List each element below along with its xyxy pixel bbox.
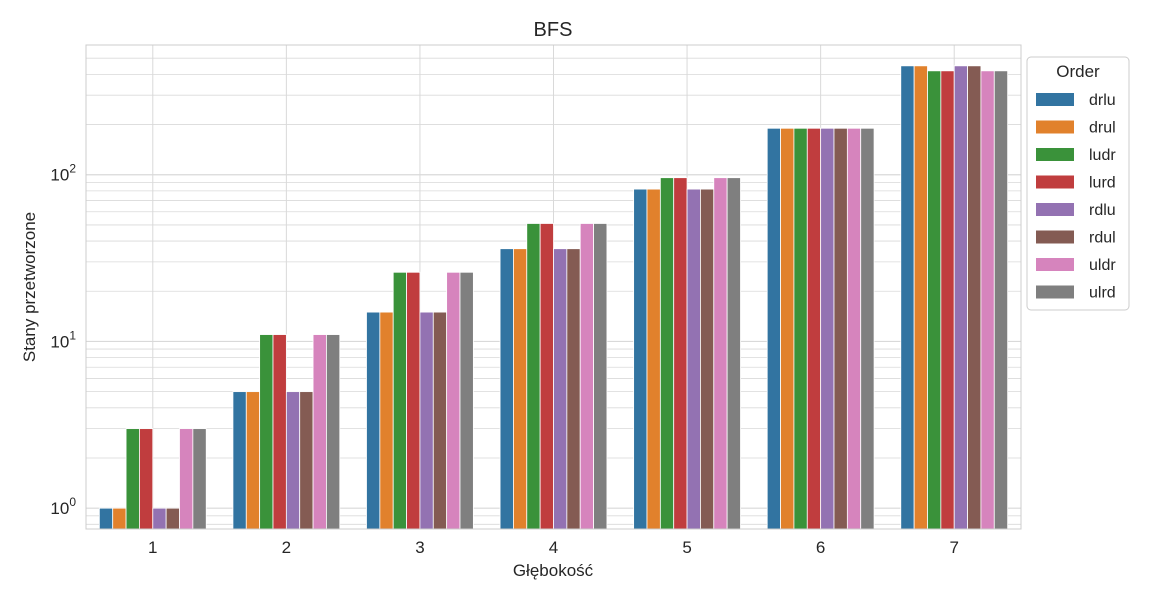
legend-label-rdlu: rdlu xyxy=(1089,202,1116,219)
bar-ulrd-7 xyxy=(993,70,1009,530)
bar-drul-2 xyxy=(245,391,261,530)
bar-drul-5 xyxy=(646,188,661,530)
legend: Order drlu drul ludr lurd rdlu rdul uldr ulrd xyxy=(1026,56,1130,311)
legend-swatch-rdul xyxy=(1036,230,1074,244)
x-tick-label: 4 xyxy=(549,538,558,557)
bar-rdul-3 xyxy=(432,311,448,530)
x-tick-label: 2 xyxy=(282,538,291,557)
bar-ludr-2 xyxy=(259,334,274,530)
legend-swatch-drul xyxy=(1036,120,1074,134)
bar-lurd-6 xyxy=(806,127,822,530)
x-tick-label: 1 xyxy=(148,538,157,557)
bar-ulrd-2 xyxy=(326,334,341,530)
legend-label-ludr: ludr xyxy=(1089,147,1116,164)
bar-ludr-5 xyxy=(659,177,675,530)
x-tick-label: 5 xyxy=(682,538,691,557)
bar-ludr-3 xyxy=(392,271,407,530)
bar-rdlu-5 xyxy=(686,188,701,530)
bar-rdul-7 xyxy=(967,65,982,530)
bar-lurd-7 xyxy=(940,70,955,530)
bar-drlu-7 xyxy=(900,65,915,530)
x-tick-label: 3 xyxy=(415,538,424,557)
y-tick-label: 101 xyxy=(50,328,76,351)
legend-swatch-rdlu xyxy=(1036,203,1074,216)
bar-ulrd-1 xyxy=(192,428,207,530)
bar-lurd-1 xyxy=(139,428,154,530)
bar-ulrd-6 xyxy=(860,127,875,530)
bar-drlu-2 xyxy=(232,391,247,530)
bar-ludr-4 xyxy=(526,223,541,530)
bar-ludr-6 xyxy=(793,127,808,530)
x-tick-labels: 1 2 3 4 5 6 7 xyxy=(148,538,959,557)
bar-rdlu-6 xyxy=(820,127,835,530)
bar-uldr-1 xyxy=(179,428,194,530)
legend-box xyxy=(1026,56,1130,311)
bar-ludr-1 xyxy=(125,428,140,530)
legend-label-ulrd: ulrd xyxy=(1089,285,1116,302)
x-tick-label: 7 xyxy=(949,538,958,557)
bar-drlu-5 xyxy=(633,188,648,530)
legend-label-drlu: drlu xyxy=(1089,92,1116,109)
bar-ulrd-4 xyxy=(593,223,608,530)
legend-label-rdul: rdul xyxy=(1089,230,1116,247)
bar-drlu-3 xyxy=(366,311,381,530)
legend-swatch-ludr xyxy=(1036,148,1074,161)
bar-rdlu-1 xyxy=(152,507,167,530)
legend-label-uldr: uldr xyxy=(1089,257,1116,274)
bar-uldr-2 xyxy=(312,334,327,530)
bar-drul-1 xyxy=(112,507,127,530)
bar-ulrd-5 xyxy=(726,177,741,530)
legend-title: Order xyxy=(1056,62,1100,81)
bar-lurd-3 xyxy=(406,271,421,530)
bar-rdul-4 xyxy=(566,248,581,530)
bar-rdul-2 xyxy=(299,391,314,530)
y-tick-label: 102 xyxy=(50,162,76,185)
bar-uldr-6 xyxy=(846,127,862,530)
plot-frame xyxy=(85,44,1022,530)
legend-swatch-uldr xyxy=(1036,258,1074,271)
bar-uldr-4 xyxy=(579,223,594,530)
x-axis-label: Głębokość xyxy=(513,561,594,580)
bar-ludr-7 xyxy=(927,70,942,530)
legend-label-lurd: lurd xyxy=(1089,175,1116,192)
bar-drul-7 xyxy=(913,65,928,530)
y-tick-label: 100 xyxy=(50,495,76,518)
legend-swatch-ulrd xyxy=(1036,285,1074,299)
bar-rdul-1 xyxy=(165,507,180,530)
bar-lurd-2 xyxy=(272,334,287,530)
bar-rdul-5 xyxy=(700,188,715,530)
legend-swatch-lurd xyxy=(1036,175,1074,189)
bar-rdlu-4 xyxy=(553,248,568,530)
chart-title: BFS xyxy=(534,19,573,41)
bar-ulrd-3 xyxy=(459,271,474,530)
bar-drul-3 xyxy=(379,311,394,530)
bar-lurd-5 xyxy=(673,177,688,530)
bar-drlu-4 xyxy=(499,248,514,530)
bar-drul-6 xyxy=(780,127,795,530)
bar-drlu-1 xyxy=(98,507,114,530)
bar-rdul-6 xyxy=(833,127,848,530)
bar-drul-4 xyxy=(513,248,528,530)
y-axis-label: Stany przetworzone xyxy=(20,212,39,362)
bar-rdlu-7 xyxy=(953,65,968,530)
bar-uldr-5 xyxy=(713,177,728,530)
bar-uldr-3 xyxy=(446,271,461,530)
bar-rdlu-3 xyxy=(419,311,434,530)
x-tick-label: 6 xyxy=(816,538,825,557)
bar-lurd-4 xyxy=(539,223,554,530)
legend-label-drul: drul xyxy=(1089,120,1116,137)
y-tick-labels: 100 101 102 xyxy=(50,162,76,518)
bar-uldr-7 xyxy=(980,70,995,530)
bar-drlu-6 xyxy=(766,127,781,530)
legend-swatch-drlu xyxy=(1036,93,1074,106)
bar-rdlu-2 xyxy=(285,391,301,530)
